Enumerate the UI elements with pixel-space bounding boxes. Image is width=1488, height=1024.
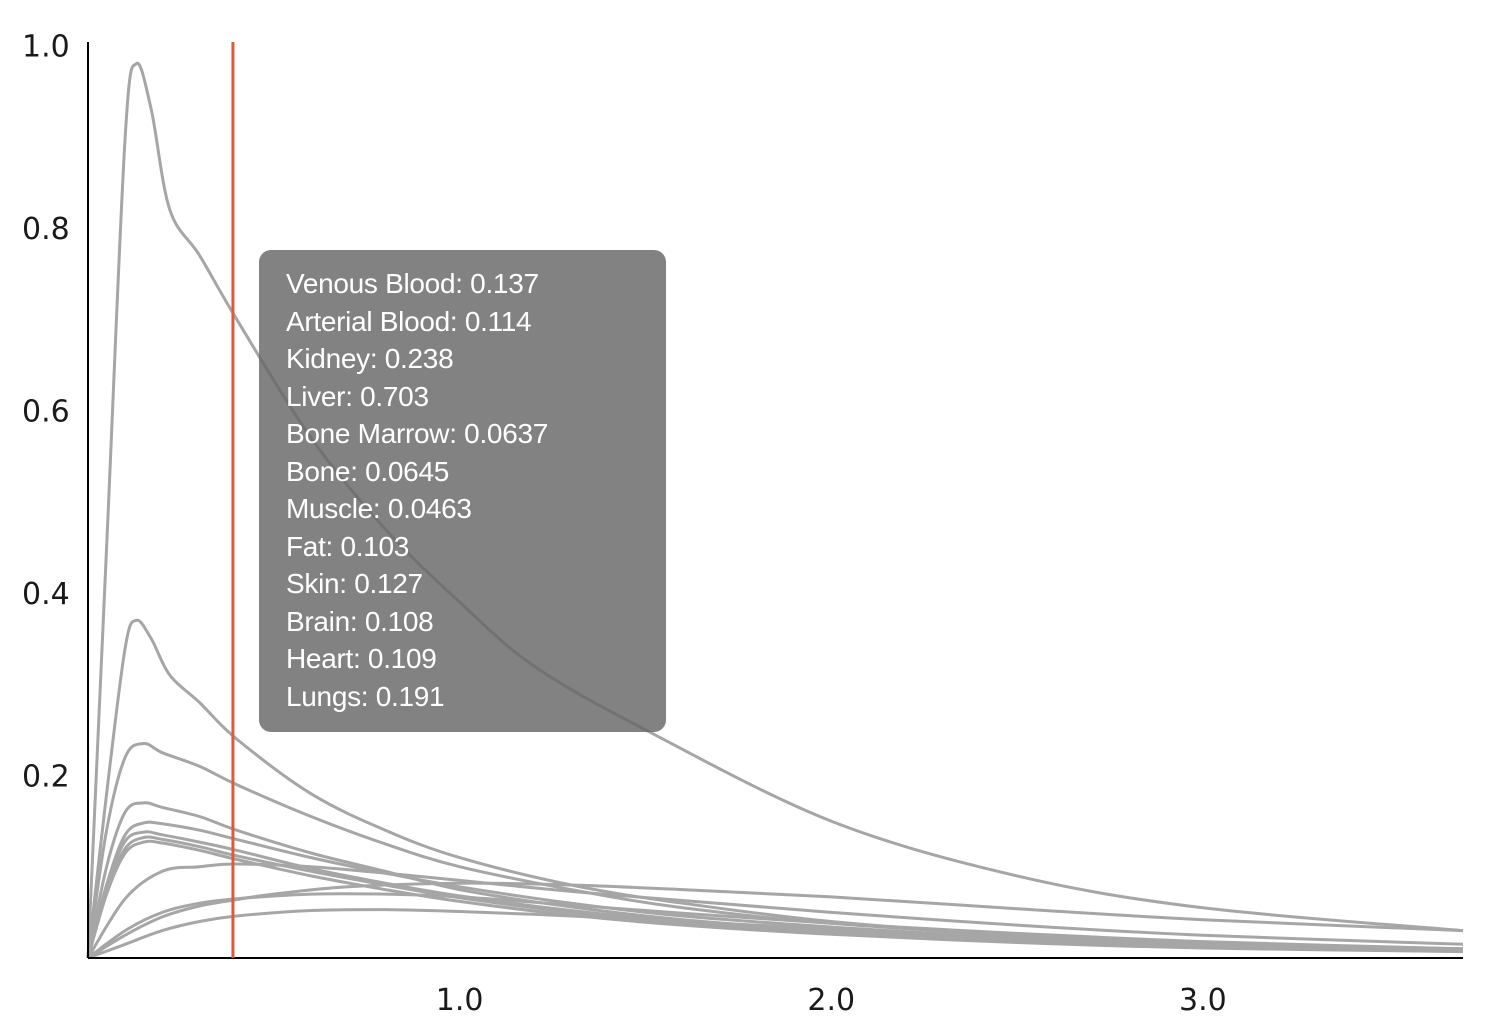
series-line-bone-marrow (87, 881, 1464, 960)
tooltip-line-brain: Brain: 0.108 (286, 605, 434, 637)
tooltip-line-liver: Liver: 0.703 (286, 380, 429, 412)
tooltip-line-muscle: Muscle: 0.0463 (286, 493, 472, 524)
series-layer (86, 61, 1464, 960)
series-line-muscle (87, 908, 1464, 960)
y-tick-label: 0.2 (22, 759, 70, 794)
y-tick-label: 0.6 (22, 394, 70, 429)
tooltip-line-kidney: Kidney: 0.238 (286, 343, 454, 374)
tooltip-line-fat: Fat: 0.103 (286, 530, 410, 562)
series-line-venous-blood (86, 801, 1464, 959)
tooltip-line-arterial-blood: Arterial Blood: 0.114 (286, 305, 532, 337)
tooltip-line-bone-marrow: Bone Marrow: 0.0637 (286, 418, 549, 449)
x-tick-label: 2.0 (807, 983, 855, 1018)
series-line-bone (87, 892, 1464, 960)
tooltip-line-bone: Bone: 0.0645 (286, 455, 449, 487)
tooltip-line-heart: Heart: 0.109 (286, 643, 437, 674)
series-line-brain (86, 839, 1464, 959)
series-line-fat (86, 862, 1464, 959)
tick-layer: 1.0 2.0 3.0 0.2 0.4 0.6 0.8 1.0 (22, 29, 1227, 1018)
tooltip-line-venous-blood: Venous Blood: 0.137 (286, 268, 539, 299)
y-tick-label: 0.4 (22, 577, 70, 612)
tooltip-line-skin: Skin: 0.127 (286, 568, 423, 599)
tooltip-line-lungs: Lungs: 0.191 (286, 680, 445, 712)
tooltip: Venous Blood: 0.137 Arterial Blood: 0.11… (259, 250, 666, 732)
y-tick-label: 0.8 (22, 212, 70, 247)
y-tick-label: 1.0 (22, 29, 70, 64)
x-tick-label: 1.0 (436, 983, 484, 1018)
x-tick-label: 3.0 (1179, 983, 1227, 1018)
